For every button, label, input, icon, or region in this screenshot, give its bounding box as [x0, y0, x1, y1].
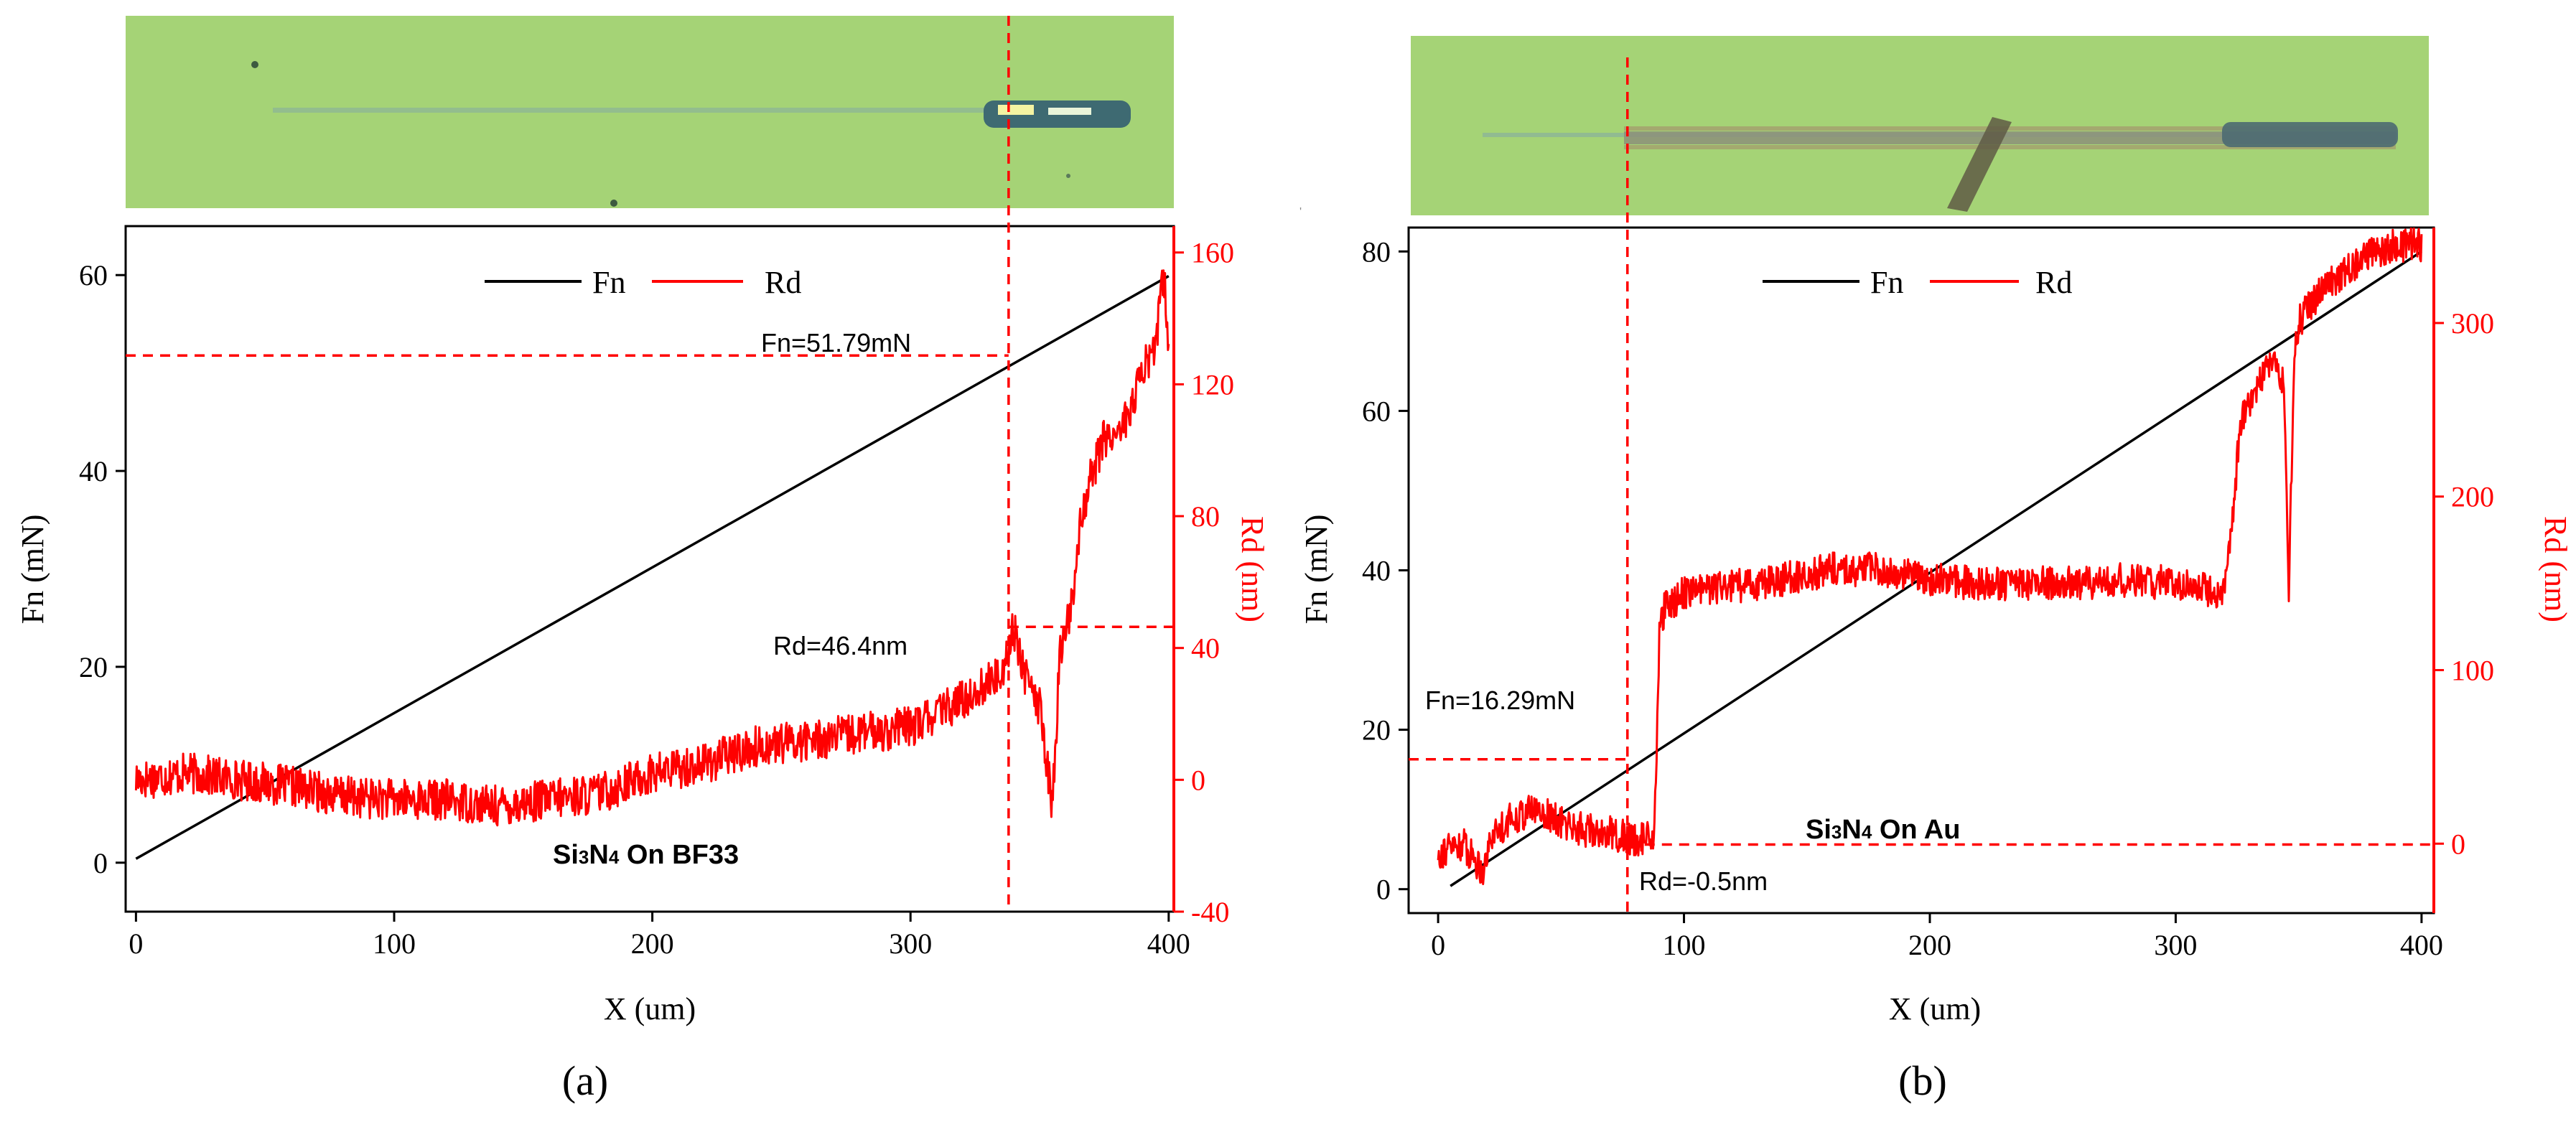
chart-b-ylabel-right: Rd (nm)	[2538, 516, 2573, 622]
legend-fn-label: Fn	[1870, 265, 1903, 300]
y-right-tick-label: 200	[2451, 481, 2494, 513]
legend-fn-label: Fn	[592, 265, 625, 300]
x-tick-label: 300	[889, 927, 932, 960]
rd-series-line	[1437, 228, 2423, 886]
x-tick-label: 200	[1908, 929, 1951, 961]
chart-b-panel-label: (b)	[1898, 1057, 1947, 1104]
legend-rd-label: Rd	[765, 265, 801, 300]
y-right-tick-label: 0	[2451, 828, 2465, 860]
y-right-tick-label: 300	[2451, 307, 2494, 340]
x-tick-label: 100	[1663, 929, 1706, 961]
y-left-tick-label: 0	[1376, 874, 1391, 906]
chart-a-ylabel-left: Fn (mN)	[15, 515, 50, 625]
chart-b-legend: Fn Rd	[1763, 265, 2072, 300]
x-tick-label: 300	[2154, 929, 2197, 961]
chart-b-xlabel: X (um)	[1889, 991, 1981, 1027]
stray-mark: '	[1299, 206, 1302, 218]
y-right-tick-label: 160	[1191, 237, 1234, 269]
chart-b-sample-label: Si3N4 On Au	[1806, 815, 1960, 845]
micrograph-a	[126, 16, 1174, 208]
micrograph-b	[1411, 36, 2429, 215]
chart-a-ylabel-right: Rd (nm)	[1235, 516, 1270, 622]
y-left-tick-label: 0	[93, 847, 108, 879]
chart-b: 0 20 40 60 80 0 100 200 300 0 100 200 300 400 Fn (m…	[1299, 226, 2573, 1104]
y-right-tick-label: 100	[2451, 655, 2494, 687]
chart-b-rd-annotation: Rd=-0.5nm	[1639, 866, 1768, 896]
micrograph-a-scratch-track	[273, 108, 991, 113]
y-left-tick-label: 40	[79, 455, 108, 487]
legend-rd-label: Rd	[2035, 265, 2072, 300]
chart-a-legend: Fn Rd	[485, 265, 801, 300]
x-tick-label: 0	[129, 927, 143, 960]
chart-b-ylabel-left: Fn (mN)	[1299, 515, 1334, 625]
y-left-tick-label: 80	[1362, 235, 1391, 268]
y-left-tick-label: 40	[1362, 555, 1391, 587]
x-tick-label: 100	[373, 927, 416, 960]
chart-a-xlabel: X (um)	[604, 991, 696, 1027]
chart-b-fn-annotation: Fn=16.29mN	[1425, 686, 1575, 715]
x-tick-label: 400	[2400, 929, 2443, 961]
rd-series-line	[134, 269, 1170, 827]
y-right-tick-label: 0	[1191, 764, 1205, 796]
micrograph-b-damage-zone	[1624, 131, 2396, 144]
chart-a-rd-annotation: Rd=46.4nm	[773, 631, 907, 660]
y-right-tick-label: 120	[1191, 368, 1234, 401]
y-left-tick-label: 20	[1362, 714, 1391, 747]
y-left-tick-label: 20	[79, 651, 108, 683]
y-right-tick-label: 40	[1191, 632, 1220, 665]
x-tick-label: 200	[631, 927, 674, 960]
fn-series-line	[135, 275, 1170, 860]
y-right-tick-label: -40	[1191, 896, 1229, 928]
y-right-tick-label: 80	[1191, 500, 1220, 533]
chart-a: 0 20 40 60 -40 0 40 80 120 160 0 100 200 300 400 Fn …	[15, 225, 1270, 1104]
chart-a-fn-annotation: Fn=51.79mN	[761, 328, 911, 357]
x-tick-label: 0	[1431, 929, 1445, 961]
chart-a-sample-label: Si3N4 On BF33	[553, 840, 739, 870]
x-tick-label: 400	[1147, 927, 1190, 960]
chart-a-panel-label: (a)	[562, 1057, 608, 1104]
y-left-tick-label: 60	[79, 259, 108, 291]
y-left-tick-label: 60	[1362, 395, 1391, 427]
